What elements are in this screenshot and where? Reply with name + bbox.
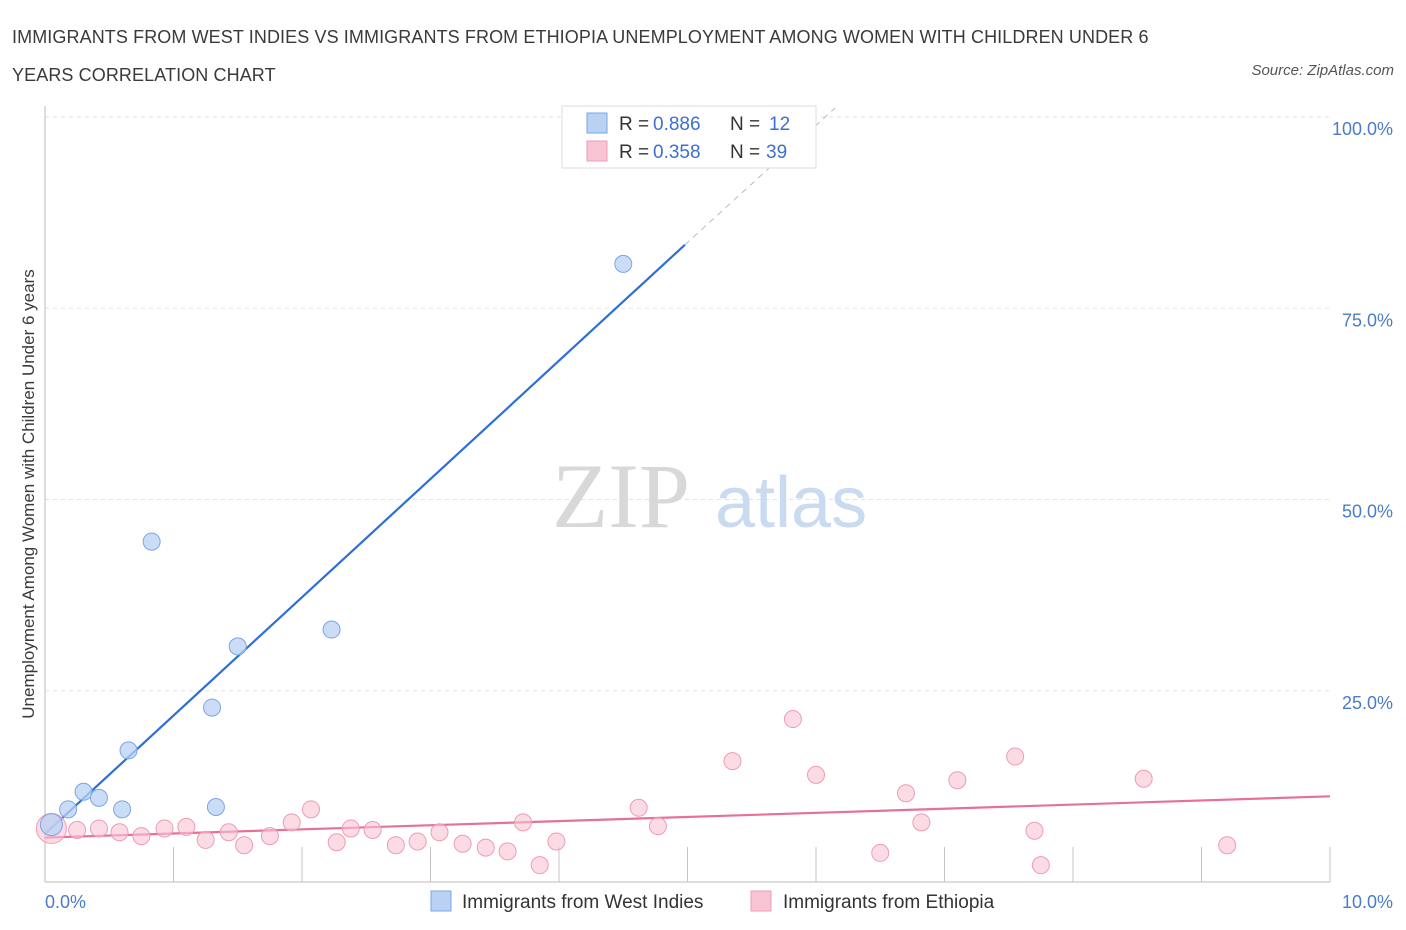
point-west-indies [203, 698, 222, 717]
point-west-indies [614, 254, 633, 273]
point-ethiopia [1006, 747, 1025, 766]
point-ethiopia [260, 827, 279, 846]
x-axis-ticks [173, 847, 1331, 882]
point-ethiopia [948, 771, 967, 790]
point-west-indies [142, 532, 161, 551]
legend-bottom: Immigrants from West Indies Immigrants f… [430, 890, 995, 913]
watermark-atlas: atlas [715, 463, 867, 543]
point-west-indies [228, 637, 247, 656]
point-ethiopia [177, 817, 196, 836]
point-ethiopia [807, 765, 825, 784]
grid-lines [45, 116, 1330, 692]
legend-swatch-west-indies [586, 112, 608, 134]
legend-r-value-2: 0.358 [653, 142, 701, 163]
legend-r-label-1: R = [619, 114, 649, 135]
trend-line-ethiopia [44, 795, 1331, 839]
point-ethiopia [68, 820, 87, 839]
legend-top: R = 0.886 N = 12 R = 0.358 N = 39 [561, 105, 817, 169]
point-ethiopia [155, 819, 174, 838]
point-ethiopia [89, 819, 108, 838]
point-ethiopia [196, 830, 215, 849]
point-ethiopia [235, 836, 254, 855]
x-tick-label-max: 10.0% [1342, 892, 1393, 912]
point-ethiopia [386, 836, 405, 855]
point-ethiopia [476, 838, 495, 857]
point-ethiopia [327, 833, 346, 852]
point-ethiopia [430, 823, 449, 842]
point-ethiopia [219, 823, 238, 842]
y-tick-label: 75.0% [1342, 310, 1393, 330]
point-ethiopia [301, 800, 320, 819]
x-tick-label-min: 0.0% [45, 892, 86, 912]
point-ethiopia [1025, 821, 1044, 840]
legend-swatch-ethiopia [586, 140, 608, 162]
legend-bottom-label-west-indies: Immigrants from West Indies [462, 892, 703, 913]
trend-line-west-indies [44, 243, 686, 835]
legend-bottom-swatch-ethiopia [750, 890, 772, 912]
legend-r-value-1: 0.886 [653, 114, 701, 135]
point-west-indies [119, 741, 138, 760]
legend-n-value-1: 12 [769, 114, 790, 135]
watermark: ZIP atlas [552, 445, 867, 547]
point-ethiopia [363, 820, 382, 839]
source-label: Source: ZipAtlas.com [1251, 62, 1394, 79]
legend-n-label-2: N = [730, 142, 760, 163]
point-west-indies [74, 782, 93, 801]
point-ethiopia [110, 823, 129, 842]
point-ethiopia [629, 798, 648, 817]
point-west-indies [113, 800, 132, 819]
point-ethiopia [282, 813, 301, 832]
y-tick-labels: 25.0% 50.0% 75.0% 100.0% [1332, 119, 1393, 713]
y-tick-label: 100.0% [1332, 119, 1393, 139]
legend-n-value-2: 39 [766, 142, 787, 163]
point-ethiopia [723, 752, 742, 771]
point-ethiopia [547, 832, 566, 851]
point-ethiopia [1031, 856, 1050, 875]
point-west-indies [322, 620, 341, 639]
point-west-indies [59, 800, 78, 819]
point-ethiopia [132, 827, 151, 846]
point-ethiopia [1134, 769, 1153, 788]
point-ethiopia [783, 710, 802, 729]
point-ethiopia [498, 842, 517, 861]
chart-title: IMMIGRANTS FROM WEST INDIES VS IMMIGRANT… [12, 27, 1149, 85]
legend-bottom-swatch-west-indies [430, 890, 452, 912]
point-ethiopia [1218, 836, 1237, 855]
point-ethiopia [896, 784, 915, 803]
point-ethiopia [341, 819, 360, 838]
legend-n-label-1: N = [730, 114, 760, 135]
point-ethiopia [453, 834, 472, 853]
point-ethiopia [648, 817, 667, 836]
legend-r-label-2: R = [619, 142, 649, 163]
point-ethiopia [408, 832, 427, 851]
watermark-zip: ZIP [552, 445, 690, 547]
legend-bottom-label-ethiopia: Immigrants from Ethiopia [783, 892, 995, 913]
y-tick-label: 50.0% [1342, 502, 1393, 522]
point-west-indies [89, 788, 108, 807]
y-axis-title: Unemployment Among Women with Children U… [19, 269, 38, 718]
point-ethiopia [912, 813, 931, 832]
point-west-indies [206, 798, 225, 817]
point-ethiopia [530, 856, 549, 875]
point-ethiopia [871, 843, 890, 862]
data-points [35, 254, 1237, 875]
point-ethiopia [514, 813, 533, 832]
y-tick-label: 25.0% [1342, 693, 1393, 713]
point-west-indies [39, 813, 63, 837]
